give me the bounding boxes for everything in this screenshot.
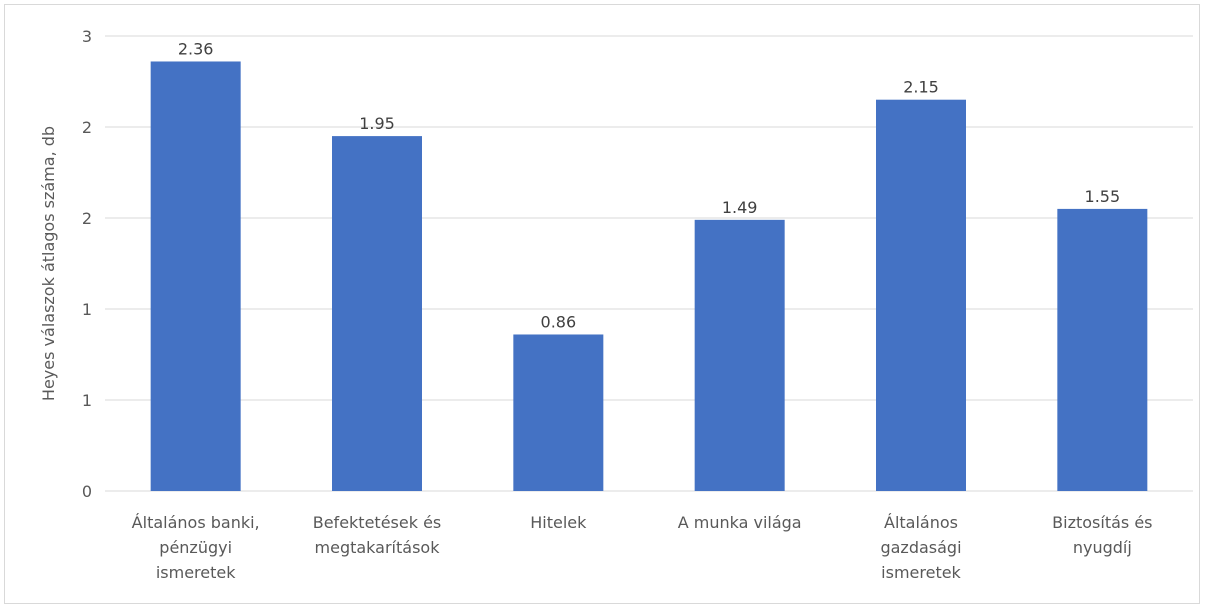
bar <box>332 136 422 491</box>
category-label: Hitelek <box>530 513 587 532</box>
category-label: Biztosítás és nyugdíj <box>1052 513 1152 557</box>
bar <box>694 219 785 491</box>
y-axis-title: Heyes válaszok átlagos száma, db <box>39 126 58 401</box>
data-label: 1.55 <box>1085 187 1121 206</box>
data-label: 2.36 <box>178 39 214 58</box>
category-label: Általános gazdasági ismeretek <box>880 513 961 582</box>
y-tick-label: 1 <box>82 391 92 410</box>
bar <box>876 99 966 491</box>
y-tick-label: 3 <box>82 27 92 46</box>
data-labels: 2.36 1.95 0.86 1.49 2.15 1.55 <box>178 39 1120 331</box>
y-tick-label: 1 <box>82 300 92 319</box>
bars <box>150 61 1148 491</box>
bar <box>513 334 604 491</box>
gridlines <box>105 35 1193 492</box>
x-axis-categories: Általános banki, pénzügyi ismeretek Befekte… <box>132 513 1153 582</box>
y-tick-label: 0 <box>82 482 92 501</box>
bar <box>150 61 241 491</box>
y-tick-label: 2 <box>82 209 92 228</box>
category-label: Befektetések és megtakarítások <box>313 513 442 557</box>
data-label: 1.49 <box>722 198 758 217</box>
bar <box>1057 208 1148 491</box>
y-axis-ticks: 0 1 1 2 2 3 <box>82 27 92 501</box>
data-label: 1.95 <box>359 114 395 133</box>
category-label: A munka világa <box>678 513 802 532</box>
category-label: Általános banki, pénzügyi ismeretek <box>132 513 260 582</box>
data-label: 2.15 <box>903 78 939 97</box>
y-tick-label: 2 <box>82 118 92 137</box>
data-label: 0.86 <box>541 312 577 331</box>
